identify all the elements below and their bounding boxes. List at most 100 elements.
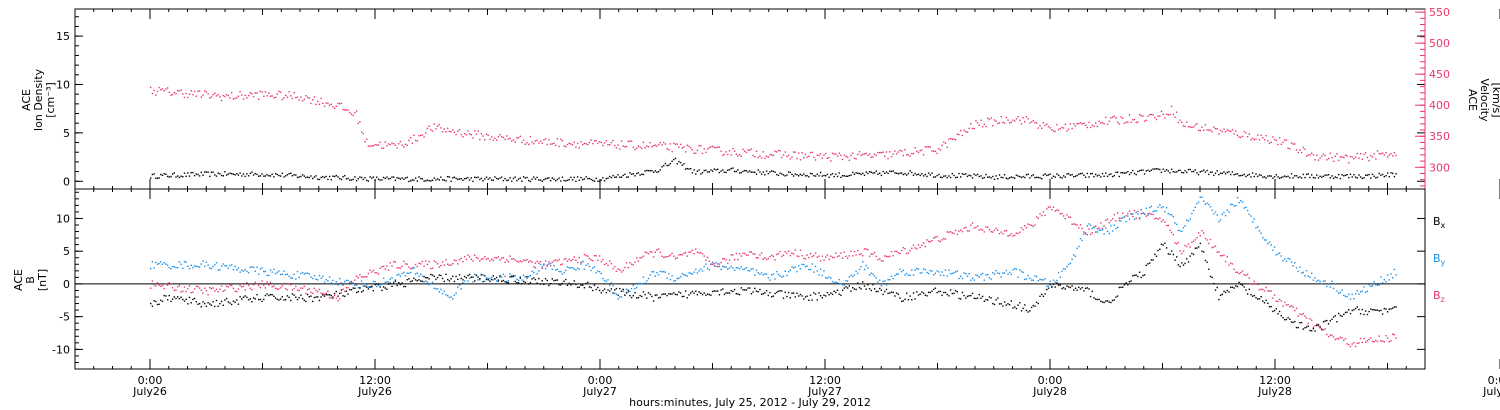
data-point bbox=[1115, 117, 1117, 119]
data-point bbox=[914, 298, 916, 300]
density-tick-label: 15 bbox=[56, 30, 70, 43]
data-point bbox=[541, 280, 543, 282]
data-point bbox=[862, 255, 864, 257]
data-point bbox=[492, 275, 494, 277]
data-point bbox=[487, 257, 489, 260]
data-point bbox=[814, 265, 817, 268]
data-point bbox=[450, 278, 452, 280]
data-point bbox=[1359, 337, 1362, 340]
data-point bbox=[387, 281, 390, 283]
data-point bbox=[285, 273, 287, 276]
data-point bbox=[1177, 121, 1180, 124]
data-point bbox=[887, 172, 889, 175]
data-point bbox=[1088, 288, 1090, 290]
data-point bbox=[1007, 273, 1009, 275]
data-point bbox=[857, 172, 859, 174]
data-point bbox=[1189, 218, 1191, 220]
data-point bbox=[533, 176, 535, 178]
data-point bbox=[836, 175, 839, 178]
data-point bbox=[992, 125, 994, 127]
data-point bbox=[480, 177, 483, 180]
data-point bbox=[708, 260, 710, 262]
data-point bbox=[387, 283, 390, 285]
data-point bbox=[246, 270, 248, 273]
data-point bbox=[544, 178, 547, 180]
data-point bbox=[1201, 196, 1203, 198]
data-point bbox=[573, 176, 575, 179]
data-point bbox=[588, 265, 591, 268]
data-point bbox=[929, 146, 931, 148]
data-point bbox=[463, 132, 466, 135]
data-point bbox=[509, 273, 511, 275]
data-point bbox=[1095, 298, 1097, 300]
data-point bbox=[1159, 168, 1161, 171]
data-point bbox=[737, 258, 739, 261]
data-point bbox=[1024, 120, 1026, 123]
data-point bbox=[956, 270, 958, 272]
data-point bbox=[379, 141, 381, 144]
data-point bbox=[949, 273, 952, 275]
data-point bbox=[467, 254, 469, 256]
data-point bbox=[595, 140, 597, 142]
data-point bbox=[836, 282, 839, 284]
data-point bbox=[168, 266, 170, 269]
data-point bbox=[968, 295, 970, 297]
data-point bbox=[777, 290, 780, 292]
data-point bbox=[1071, 258, 1073, 260]
data-point bbox=[1361, 308, 1363, 311]
data-point bbox=[563, 271, 565, 274]
data-point bbox=[1154, 210, 1156, 212]
data-point bbox=[652, 256, 655, 258]
data-point bbox=[987, 273, 989, 276]
data-point bbox=[1368, 310, 1370, 313]
data-point bbox=[1042, 122, 1045, 124]
data-point bbox=[177, 89, 179, 92]
data-point bbox=[592, 267, 594, 269]
data-point bbox=[951, 272, 953, 275]
data-point bbox=[1140, 209, 1142, 211]
data-point bbox=[1300, 313, 1303, 316]
data-point bbox=[531, 141, 533, 143]
data-point bbox=[693, 253, 695, 255]
data-point bbox=[1091, 290, 1093, 293]
data-point bbox=[474, 280, 476, 282]
data-point bbox=[1373, 281, 1375, 283]
data-point bbox=[1339, 291, 1342, 294]
data-point bbox=[809, 151, 812, 154]
data-point bbox=[858, 253, 861, 256]
data-point bbox=[495, 276, 498, 279]
data-point bbox=[1079, 172, 1082, 175]
data-point bbox=[646, 297, 648, 299]
data-point bbox=[209, 175, 211, 178]
data-point bbox=[953, 232, 955, 235]
data-point bbox=[862, 281, 864, 283]
data-point bbox=[764, 257, 766, 259]
data-point bbox=[759, 254, 761, 256]
data-point bbox=[1354, 156, 1357, 158]
data-point bbox=[695, 248, 697, 250]
data-point bbox=[679, 276, 682, 278]
data-point bbox=[357, 178, 359, 180]
data-point bbox=[938, 240, 940, 242]
data-point bbox=[924, 245, 926, 248]
data-point bbox=[232, 287, 235, 289]
data-point bbox=[1393, 268, 1396, 271]
data-point bbox=[1349, 173, 1352, 175]
data-point bbox=[926, 239, 928, 241]
data-point bbox=[293, 294, 295, 296]
data-point bbox=[769, 279, 771, 281]
data-point bbox=[1307, 154, 1309, 156]
data-point bbox=[1108, 301, 1110, 303]
data-point bbox=[1371, 173, 1374, 176]
data-point bbox=[669, 293, 672, 295]
data-point bbox=[612, 292, 614, 294]
data-point bbox=[197, 303, 199, 305]
data-point bbox=[973, 279, 975, 281]
data-point bbox=[443, 128, 445, 130]
data-point bbox=[1338, 292, 1340, 294]
data-point bbox=[1321, 328, 1323, 330]
data-point bbox=[639, 146, 641, 148]
data-point bbox=[1068, 216, 1070, 218]
data-point bbox=[1029, 224, 1031, 226]
data-point bbox=[1012, 269, 1014, 271]
